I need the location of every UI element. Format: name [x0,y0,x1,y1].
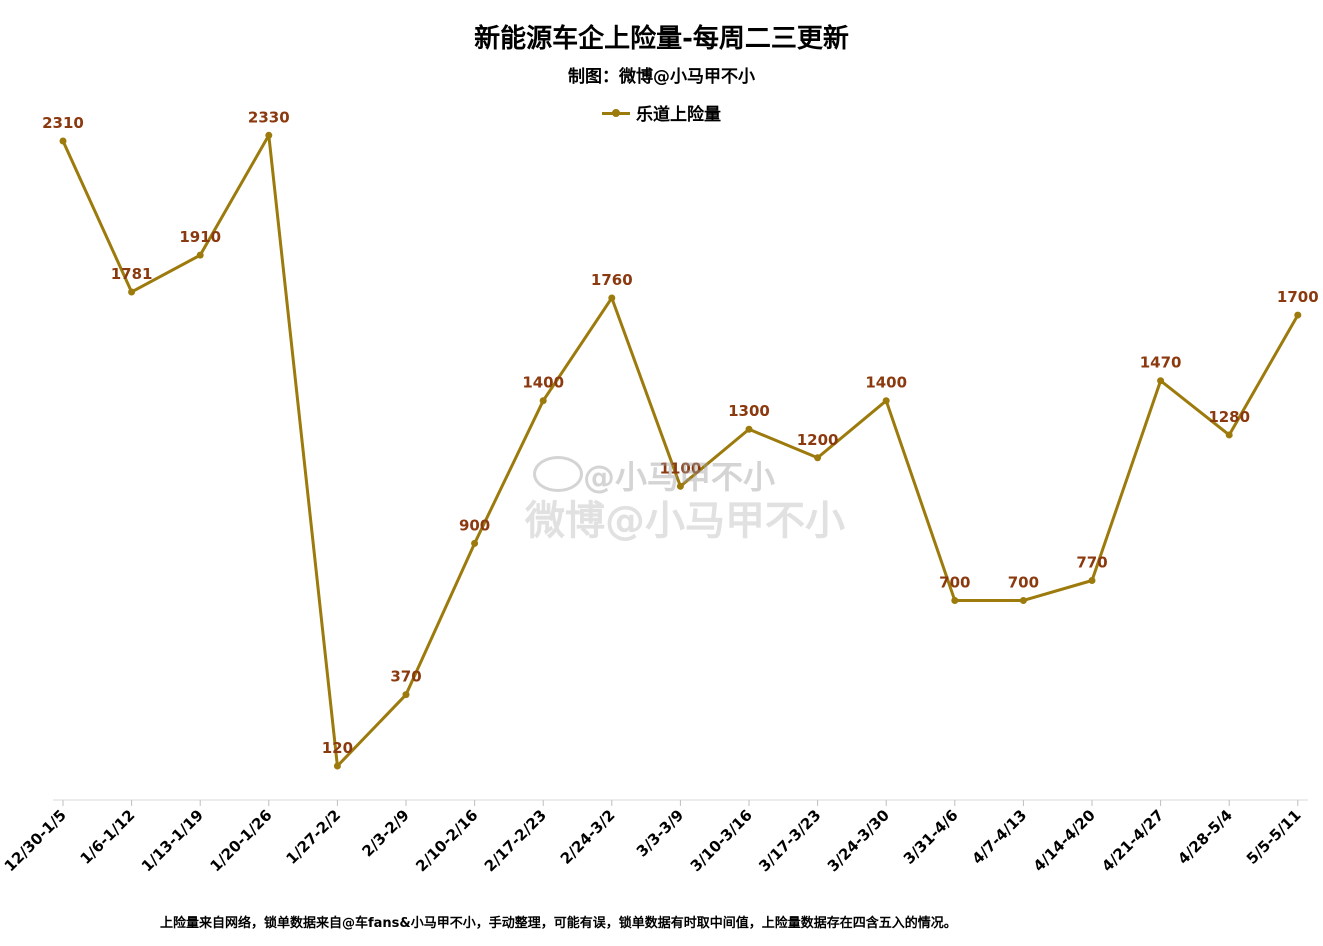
data-label: 1760 [591,271,633,289]
data-point [333,762,341,770]
data-label: 900 [459,516,490,534]
x-tick-label: 2/3-2/9 [358,806,412,860]
x-tick-label: 2/10-2/16 [412,806,481,875]
data-label: 120 [322,739,353,757]
data-label: 700 [939,573,970,591]
data-point [1225,431,1233,439]
data-label: 1400 [865,374,907,392]
x-tick-label: 1/6-1/12 [77,806,139,868]
x-tick-label: 12/30-1/5 [1,806,70,875]
x-tick-label: 2/24-3/2 [557,806,619,868]
x-tick-label: 5/5-5/11 [1243,806,1305,868]
data-label: 1300 [728,402,770,420]
data-point [1294,311,1302,319]
x-tick-label: 3/17-3/23 [755,806,824,875]
x-tick-label: 1/13-1/19 [138,806,207,875]
chart-title: 新能源车企上险量-每周二三更新 [474,24,849,54]
x-tick-label: 3/10-3/16 [687,806,756,875]
chart-subtitle: 制图：微博@小马甲不小 [568,67,755,87]
legend-line-marker-icon [602,106,630,120]
data-label: 1910 [179,228,221,246]
x-tick-label: 4/14-4/20 [1030,806,1099,875]
data-point [1019,596,1027,604]
data-point [608,294,616,302]
series-line [61,133,1300,768]
x-tick-label: 3/24-3/30 [824,806,893,875]
data-point [745,425,753,433]
data-point [471,539,479,547]
data-label: 370 [390,668,421,686]
data-point [402,691,410,699]
data-label: 1200 [797,431,839,449]
data-label: 1781 [111,265,153,283]
x-tick-label: 1/20-1/26 [206,806,275,875]
data-label: 700 [1008,573,1039,591]
data-point [882,397,890,405]
legend: 乐道上险量 [0,100,1323,125]
data-point [676,482,684,490]
data-point [128,288,136,296]
data-point [951,596,959,604]
data-label: 2310 [42,114,84,132]
x-tick-label: 4/21-4/27 [1098,806,1167,875]
data-label: 2330 [248,108,290,126]
legend-label: 乐道上险量 [636,105,721,125]
data-point [814,454,822,462]
x-tick-label: 1/27-2/2 [282,806,344,868]
data-point [196,251,204,259]
data-label: 1470 [1140,354,1182,372]
data-point [59,137,67,145]
x-tick-label: 4/7-4/13 [968,806,1030,868]
data-label: 1700 [1277,288,1319,306]
data-label: 1100 [660,459,702,477]
data-point [1088,576,1096,584]
data-label: 1280 [1208,408,1250,426]
data-point [265,131,273,139]
data-point [539,397,547,405]
data-label: 1400 [522,374,564,392]
x-tick-label: 4/28-5/4 [1174,806,1236,868]
x-tick-label: 3/31-4/6 [900,806,962,868]
footnote: 上险量来自网络，锁单数据来自@车fans&小马甲不小，手动整理，可能有误，锁单数… [160,916,957,931]
data-point [1157,377,1165,385]
x-tick-label: 3/3-3/9 [633,806,687,860]
x-tick-label: 2/17-2/23 [481,806,550,875]
data-label: 770 [1076,553,1107,571]
